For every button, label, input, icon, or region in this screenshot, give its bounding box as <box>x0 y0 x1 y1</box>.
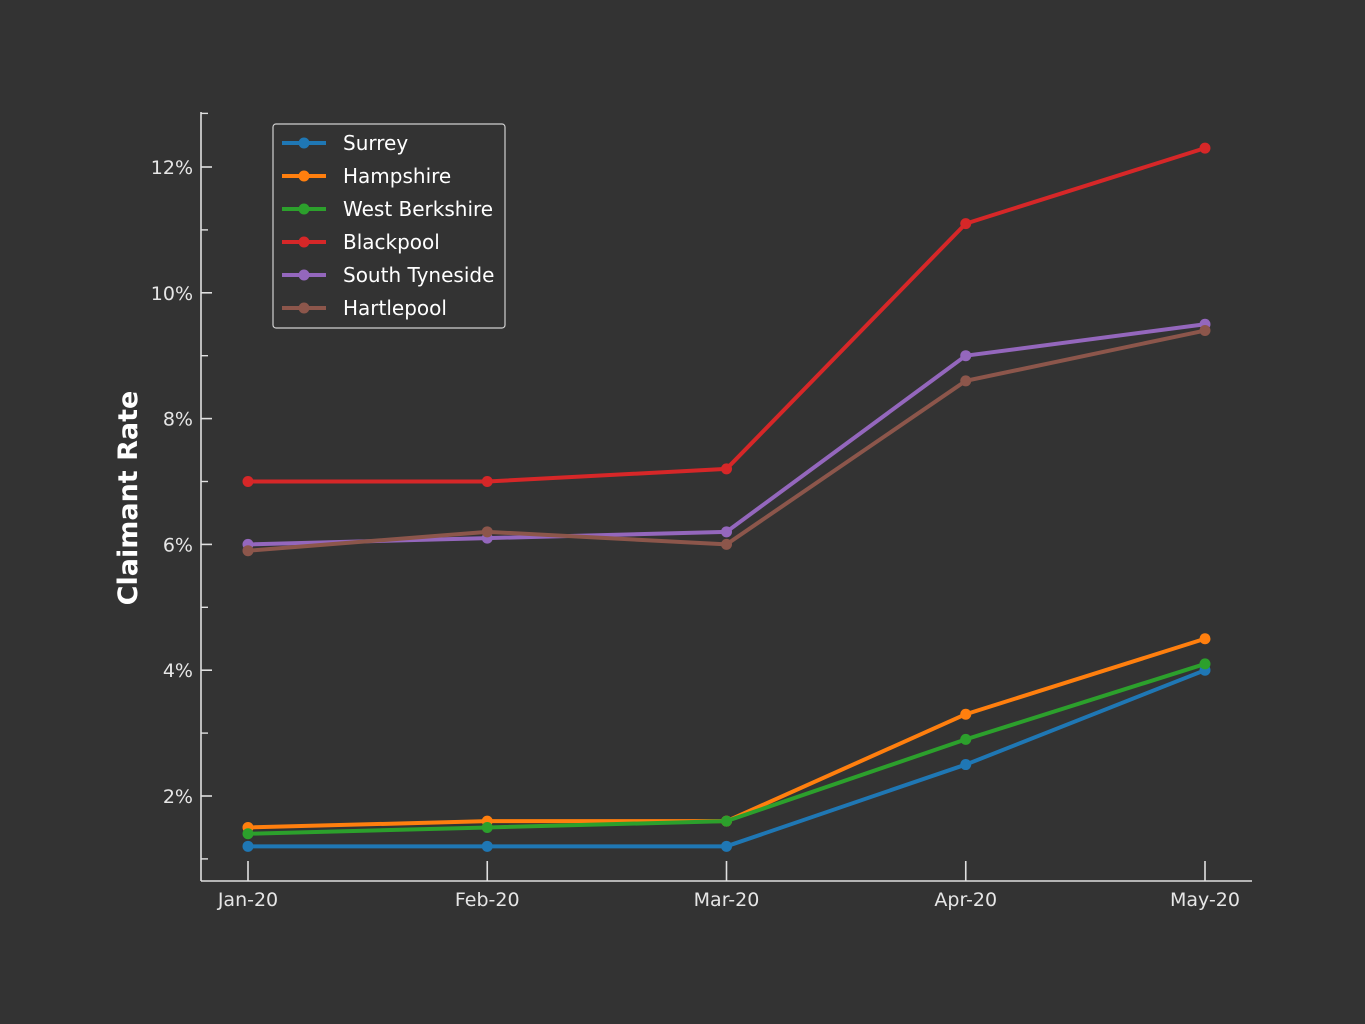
legend-label: Hampshire <box>343 164 451 188</box>
series-line-hampshire <box>246 636 1207 830</box>
data-point-surrey <box>242 840 254 852</box>
y-axis-title: Claimant Rate <box>113 391 144 606</box>
legend-marker <box>298 137 310 149</box>
data-point-hampshire <box>1199 633 1211 645</box>
data-point-west-berkshire <box>960 733 972 745</box>
legend-label: West Berkshire <box>343 197 493 221</box>
y-tick-label: 12% <box>151 157 193 179</box>
data-point-blackpool <box>960 218 972 230</box>
data-point-south-tyneside <box>721 526 732 538</box>
data-point-blackpool <box>481 476 493 487</box>
x-tick-label: May-20 <box>1170 889 1240 911</box>
x-tick-label: Feb-20 <box>455 889 520 911</box>
y-tick-label: 10% <box>151 283 193 305</box>
data-point-west-berkshire <box>721 815 732 827</box>
y-tick-label: 4% <box>163 660 193 682</box>
data-point-blackpool <box>721 463 732 475</box>
series-line-south-tyneside <box>246 322 1207 547</box>
data-point-west-berkshire <box>481 821 493 833</box>
legend-marker <box>298 236 310 248</box>
legend-marker <box>298 302 310 314</box>
series-line-hartlepool <box>246 328 1207 553</box>
data-point-hampshire <box>960 708 972 720</box>
data-point-west-berkshire <box>1199 658 1211 670</box>
data-point-surrey <box>481 840 493 852</box>
data-point-hartlepool <box>242 545 254 557</box>
legend-marker <box>298 170 310 182</box>
data-point-blackpool <box>1199 142 1211 154</box>
data-point-hartlepool <box>481 526 493 538</box>
data-point-blackpool <box>242 476 254 487</box>
legend-label: Hartlepool <box>343 296 447 320</box>
x-tick-label: Mar-20 <box>694 889 760 911</box>
data-point-south-tyneside <box>960 350 972 362</box>
x-tick-label: Apr-20 <box>934 889 997 911</box>
legend-marker <box>298 203 310 215</box>
y-tick-label: 6% <box>163 534 193 556</box>
y-tick-label: 8% <box>163 409 193 431</box>
data-point-west-berkshire <box>242 828 254 840</box>
legend-marker <box>298 269 310 281</box>
legend: Surrey Hampshire West Berkshire Blackpool So… <box>272 123 506 329</box>
x-tick-label: Jan-20 <box>217 889 278 911</box>
data-point-surrey <box>960 759 972 771</box>
legend-label: South Tyneside <box>343 263 494 287</box>
legend-frame <box>272 123 506 329</box>
data-point-surrey <box>721 840 732 852</box>
data-point-hartlepool <box>721 538 732 550</box>
legend-label: Surrey <box>343 131 408 155</box>
data-point-hartlepool <box>1199 325 1211 337</box>
y-tick-label: 2% <box>163 786 193 808</box>
axes: 2% 4% 6% 8% 10% 12% Jan-20 Feb-20 Mar-20 Apr-20 Ma… <box>151 112 1252 911</box>
data-point-hartlepool <box>960 375 972 387</box>
legend-label: Blackpool <box>343 230 440 254</box>
series-layer <box>242 142 1211 852</box>
series-line-west-berkshire <box>246 661 1207 836</box>
